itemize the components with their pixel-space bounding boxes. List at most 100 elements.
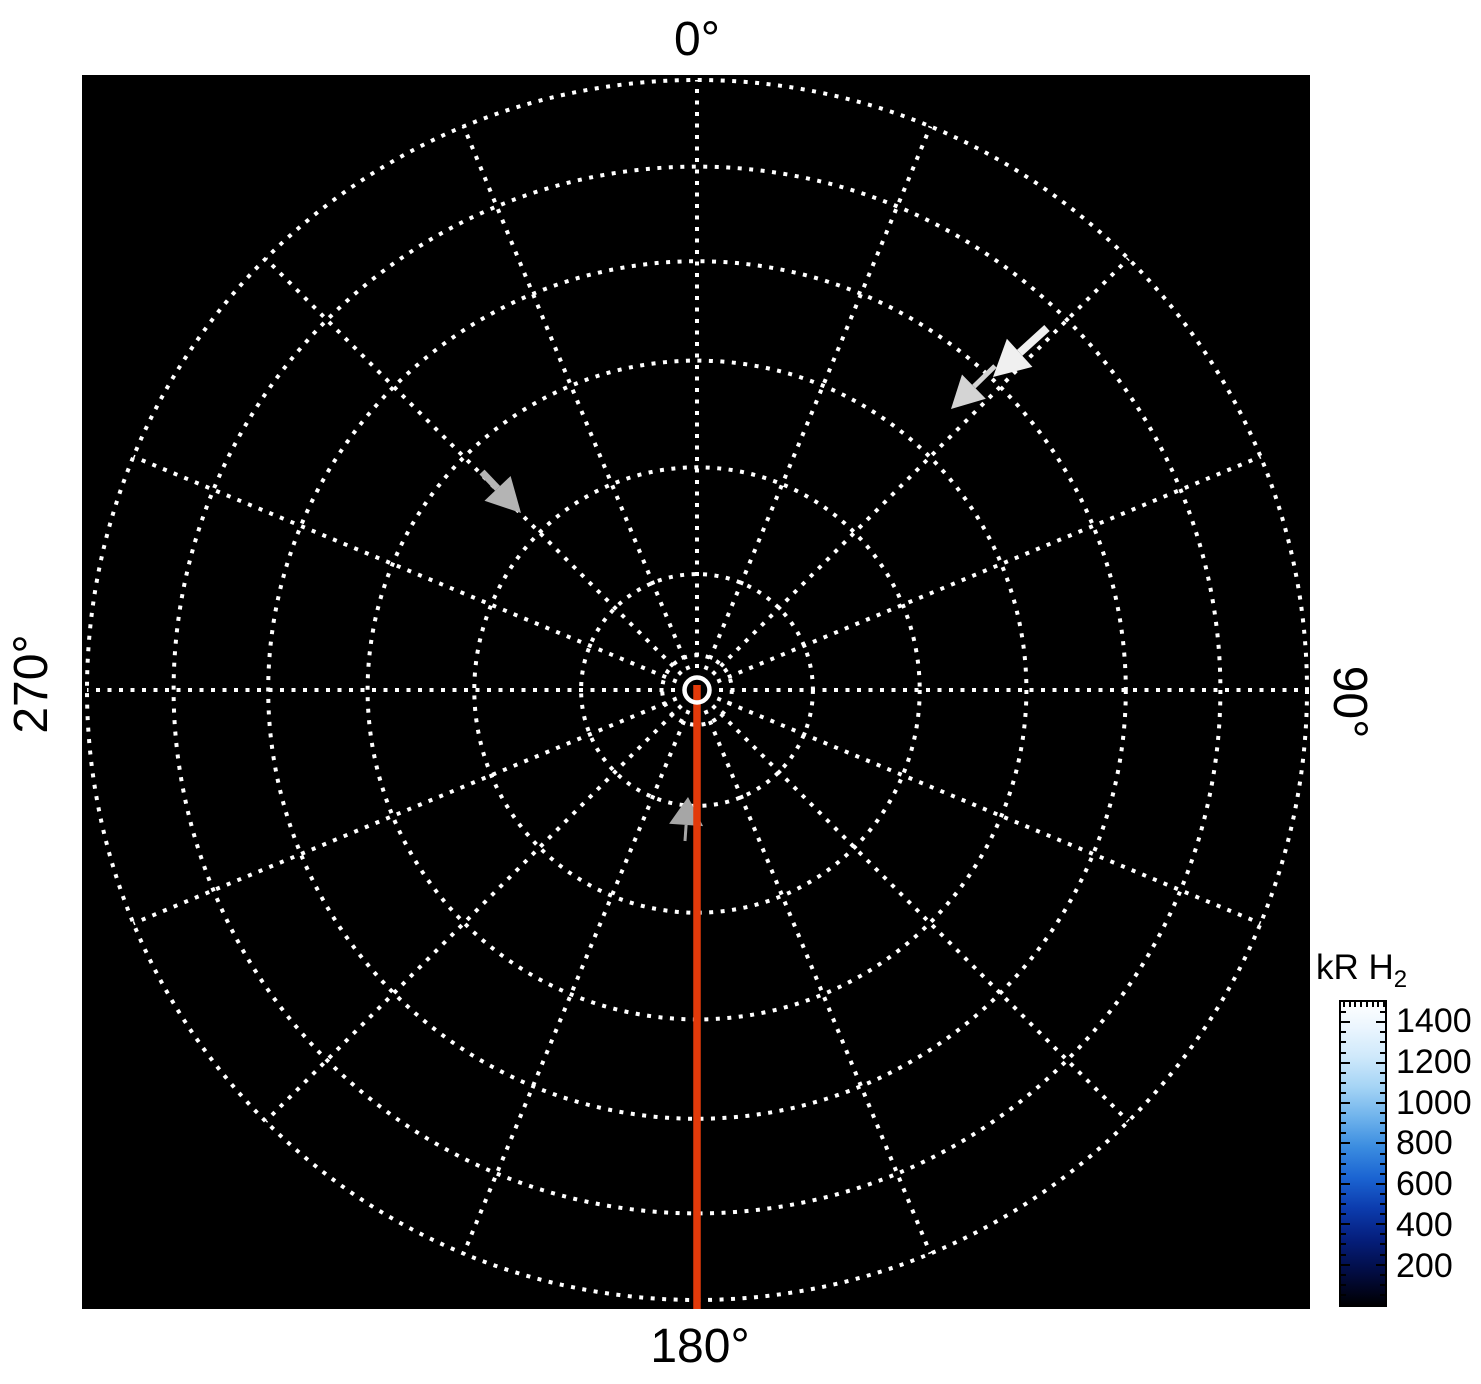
arrow-shaft bbox=[1017, 325, 1050, 356]
colorbar-tick bbox=[1341, 1233, 1346, 1236]
colorbar-tick bbox=[1380, 1253, 1385, 1256]
colorbar-tick bbox=[1380, 1031, 1385, 1034]
colorbar-tick bbox=[1377, 1002, 1380, 1007]
pole-marker-ring bbox=[682, 675, 712, 705]
meridian-spoke bbox=[461, 709, 691, 1255]
colorbar-tick bbox=[1341, 1152, 1346, 1155]
colorbar-tick-label: 1200 bbox=[1396, 1043, 1472, 1081]
colorbar-title-text: kR H bbox=[1316, 948, 1394, 987]
colorbar-tick bbox=[1341, 1162, 1346, 1165]
colorbar-tick bbox=[1380, 1112, 1385, 1115]
arrow-shaft bbox=[972, 364, 997, 389]
colorbar-tick bbox=[1341, 1283, 1346, 1286]
colorbar-tick bbox=[1348, 1002, 1351, 1007]
colorbar-tick bbox=[1380, 1162, 1385, 1165]
colorbar-tick bbox=[1341, 1142, 1350, 1145]
arrow-head bbox=[951, 374, 986, 409]
latitude-circle bbox=[171, 164, 1223, 1216]
latitude-circle bbox=[365, 358, 1029, 1022]
meridian-spoke bbox=[264, 257, 683, 676]
colorbar-tick bbox=[1380, 1051, 1385, 1054]
colorbar-title: kR H2 bbox=[1316, 950, 1407, 992]
angle-label-180: 180° bbox=[650, 1320, 750, 1373]
colorbar-tick-label: 200 bbox=[1396, 1247, 1453, 1285]
colorbar-tick bbox=[1341, 1021, 1350, 1024]
colorbar-tick bbox=[1341, 1293, 1346, 1296]
colorbar-tick bbox=[1380, 1273, 1385, 1276]
colorbar-tick bbox=[1354, 1002, 1357, 1007]
colorbar-tick bbox=[1341, 1132, 1346, 1135]
colorbar-title-subscript: 2 bbox=[1393, 966, 1408, 993]
colorbar-tick bbox=[1380, 1081, 1385, 1084]
colorbar-tick bbox=[1365, 1002, 1368, 1007]
colorbar-tick bbox=[1341, 1192, 1346, 1195]
arrow-shaft bbox=[683, 824, 688, 842]
colorbar-tick bbox=[1341, 1011, 1346, 1014]
colorbar-tick bbox=[1380, 1293, 1385, 1296]
colorbar-tick bbox=[1371, 1002, 1374, 1007]
colorbar-tick-label: 800 bbox=[1396, 1124, 1453, 1162]
gray-arrow-upper-right-icon bbox=[951, 364, 997, 409]
arrow-head bbox=[993, 338, 1033, 377]
arrow-shaft bbox=[479, 469, 501, 491]
colorbar-tick bbox=[1380, 1071, 1385, 1074]
colorbar-tick bbox=[1380, 1243, 1385, 1246]
colorbar-tick bbox=[1341, 1223, 1350, 1226]
white-arrow-upper-right-icon bbox=[993, 325, 1050, 377]
meridian-spoke bbox=[711, 704, 1130, 1123]
colorbar-tick bbox=[1380, 1192, 1385, 1195]
colorbar-tick bbox=[1380, 1172, 1385, 1175]
colorbar-tick bbox=[1341, 1102, 1350, 1104]
colorbar-tick bbox=[1380, 1283, 1385, 1286]
colorbar-tick bbox=[1341, 1122, 1346, 1125]
colorbar-tick bbox=[1376, 1021, 1385, 1024]
colorbar-tick bbox=[1341, 1243, 1346, 1246]
angle-label-270: 270° bbox=[5, 634, 58, 734]
colorbar-tick bbox=[1341, 1041, 1346, 1044]
angle-label-90: 90° bbox=[1323, 665, 1376, 739]
colorbar-tick bbox=[1376, 1142, 1385, 1145]
colorbar-tick bbox=[1341, 1081, 1346, 1084]
colorbar-tick bbox=[1376, 1263, 1385, 1266]
colorbar-tick bbox=[1382, 1002, 1385, 1007]
meridian-spoke bbox=[461, 125, 691, 671]
colorbar-tick bbox=[1380, 1122, 1385, 1125]
colorbar-tick bbox=[1341, 1253, 1346, 1256]
colorbar-tick bbox=[1376, 1061, 1385, 1064]
colorbar-tick bbox=[1341, 1273, 1346, 1276]
colorbar-tick bbox=[1360, 1002, 1363, 1007]
colorbar-tick bbox=[1380, 1152, 1385, 1155]
colorbar-tick bbox=[1341, 1051, 1346, 1054]
colorbar-tick bbox=[1341, 1263, 1350, 1266]
colorbar-tick-label: 1400 bbox=[1396, 1002, 1472, 1040]
polar-grid-svg bbox=[85, 78, 1309, 1309]
colorbar-tick bbox=[1341, 1213, 1346, 1216]
colorbar-tick bbox=[1380, 1203, 1385, 1205]
colorbar-tick bbox=[1341, 1203, 1346, 1205]
colorbar-tick bbox=[1341, 1182, 1350, 1185]
colorbar-tick bbox=[1341, 1172, 1346, 1175]
colorbar-tick-label: 1000 bbox=[1396, 1084, 1472, 1122]
colorbar-tick bbox=[1380, 1132, 1385, 1135]
latitude-circle bbox=[266, 259, 1128, 1121]
colorbar-tick-label: 400 bbox=[1396, 1206, 1453, 1244]
colorbar-tick bbox=[1343, 1002, 1345, 1007]
colorbar-tick bbox=[1380, 1041, 1385, 1044]
latitude-circle bbox=[472, 465, 922, 915]
meridian-spoke bbox=[716, 454, 1262, 684]
colorbar-tick bbox=[1341, 1031, 1346, 1034]
colorbar-tick bbox=[1380, 1091, 1385, 1094]
polar-plot-panel bbox=[82, 75, 1310, 1309]
colorbar-tick-label: 600 bbox=[1396, 1165, 1453, 1203]
colorbar-tick bbox=[1376, 1102, 1385, 1104]
arrow-head bbox=[484, 476, 521, 513]
colorbar-tick bbox=[1376, 1182, 1385, 1185]
colorbar-tick bbox=[1341, 1061, 1350, 1064]
colorbar-tick bbox=[1380, 1233, 1385, 1236]
colorbar-tick bbox=[1341, 1091, 1346, 1094]
colorbar-tick bbox=[1376, 1223, 1385, 1226]
angle-label-0: 0° bbox=[674, 13, 720, 66]
annotation-arrows bbox=[479, 325, 1050, 842]
colorbar-tick bbox=[1341, 1112, 1346, 1115]
